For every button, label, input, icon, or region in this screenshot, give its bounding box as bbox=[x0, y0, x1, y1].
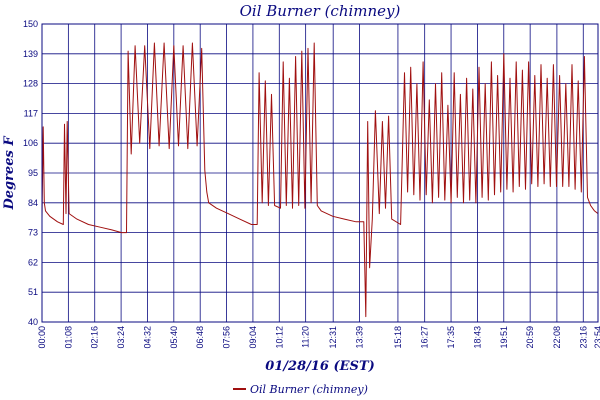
y-tick-label: 128 bbox=[23, 79, 38, 89]
x-tick-label: 10:12 bbox=[274, 326, 284, 349]
y-tick-label: 95 bbox=[28, 168, 38, 178]
x-tick-label: 15:18 bbox=[393, 326, 403, 349]
chart-title: Oil Burner (chimney) bbox=[240, 2, 401, 20]
x-tick-label: 01:08 bbox=[63, 326, 73, 349]
x-tick-label: 22:08 bbox=[552, 326, 562, 349]
x-tick-label: 20:59 bbox=[525, 326, 535, 349]
y-tick-label: 40 bbox=[28, 317, 38, 327]
x-tick-label: 03:24 bbox=[116, 326, 126, 349]
y-tick-label: 51 bbox=[28, 287, 38, 297]
y-tick-label: 150 bbox=[23, 19, 38, 29]
x-tick-label: 17:35 bbox=[446, 326, 456, 349]
x-tick-label: 13:39 bbox=[355, 326, 365, 349]
x-tick-label: 06:48 bbox=[195, 326, 205, 349]
x-tick-label: 23:16 bbox=[578, 326, 588, 349]
x-tick-label: 18:43 bbox=[472, 326, 482, 349]
x-tick-label: 00:00 bbox=[37, 326, 47, 349]
y-axis-label: Degrees F bbox=[2, 136, 17, 211]
legend: Oil Burner (chimney) bbox=[233, 383, 368, 396]
x-tick-label: 07:56 bbox=[222, 326, 232, 349]
y-tick-label: 117 bbox=[24, 108, 38, 118]
y-tick-labels: 40 51 62 73 84 95 106 117 128 139 150 bbox=[23, 19, 38, 327]
y-tick-label: 84 bbox=[28, 198, 38, 208]
x-axis-label: 01/28/16 (EST) bbox=[265, 359, 375, 374]
x-tick-label: 05:40 bbox=[169, 326, 179, 349]
x-tick-labels: 00:00 01:08 02:16 03:24 04:32 05:40 06:48 07:56… bbox=[37, 326, 600, 349]
plot-frame bbox=[41, 23, 599, 323]
y-tick-label: 106 bbox=[23, 138, 38, 148]
y-tick-label: 139 bbox=[23, 49, 38, 59]
y-tick-label: 73 bbox=[28, 228, 38, 238]
x-tick-label: 11:20 bbox=[301, 326, 311, 348]
y-tick-label: 62 bbox=[28, 257, 38, 267]
series-line-oil-burner bbox=[41, 42, 599, 318]
x-tick-label: 02:16 bbox=[90, 326, 100, 349]
x-tick-label: 12:31 bbox=[328, 326, 338, 349]
x-tick-label: 16:27 bbox=[420, 326, 430, 349]
x-tick-label: 23:54 bbox=[593, 326, 600, 349]
x-tick-label: 04:32 bbox=[142, 326, 152, 349]
x-tick-label: 09:04 bbox=[248, 326, 258, 349]
x-tick-label: 19:51 bbox=[499, 326, 509, 349]
legend-label: Oil Burner (chimney) bbox=[250, 383, 368, 396]
